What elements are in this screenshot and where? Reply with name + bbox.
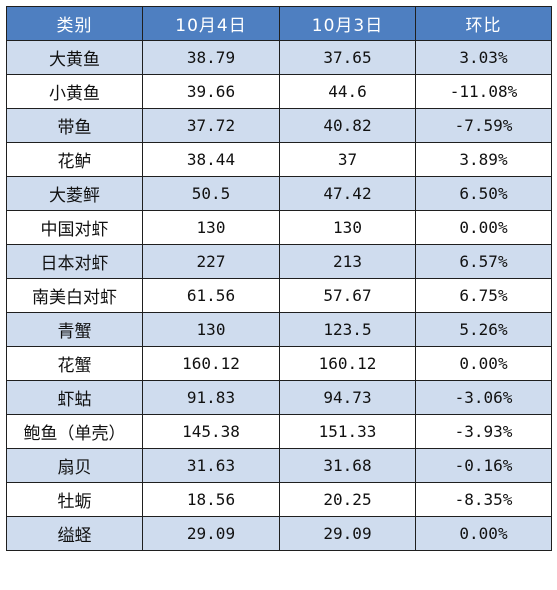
cell-oct-3: 213	[279, 244, 416, 279]
cell-oct-4: 18.56	[142, 482, 280, 517]
cell-change: 0.00%	[415, 346, 552, 381]
cell-change: -8.35%	[415, 482, 552, 517]
table-row: 青蟹 130 123.5 5.26%	[6, 312, 552, 347]
cell-category: 大黄鱼	[6, 40, 143, 75]
table-body: 大黄鱼 38.79 37.65 3.03% 小黄鱼 39.66 44.6 -11…	[6, 40, 552, 551]
cell-category: 中国对虾	[6, 210, 143, 245]
cell-oct-3: 37.65	[279, 40, 416, 75]
table-row: 小黄鱼 39.66 44.6 -11.08%	[6, 74, 552, 109]
table-row: 中国对虾 130 130 0.00%	[6, 210, 552, 245]
cell-category: 虾蛄	[6, 380, 143, 415]
cell-change: -0.16%	[415, 448, 552, 483]
table-row: 大黄鱼 38.79 37.65 3.03%	[6, 40, 552, 75]
cell-change: 3.89%	[415, 142, 552, 177]
cell-oct-3: 40.82	[279, 108, 416, 143]
cell-oct-3: 29.09	[279, 516, 416, 551]
table-row: 扇贝 31.63 31.68 -0.16%	[6, 448, 552, 483]
cell-oct-3: 94.73	[279, 380, 416, 415]
cell-category: 花蟹	[6, 346, 143, 381]
cell-oct-4: 31.63	[142, 448, 280, 483]
header-row: 类别 10月4日 10月3日 环比	[6, 6, 552, 41]
cell-oct-4: 61.56	[142, 278, 280, 313]
cell-oct-4: 160.12	[142, 346, 280, 381]
cell-oct-4: 227	[142, 244, 280, 279]
cell-oct-4: 91.83	[142, 380, 280, 415]
header-category: 类别	[6, 6, 143, 41]
header-oct-4: 10月4日	[142, 6, 280, 41]
cell-oct-3: 31.68	[279, 448, 416, 483]
cell-change: 6.57%	[415, 244, 552, 279]
cell-category: 青蟹	[6, 312, 143, 347]
cell-oct-4: 130	[142, 312, 280, 347]
table-row: 虾蛄 91.83 94.73 -3.06%	[6, 380, 552, 415]
table-row: 花鲈 38.44 37 3.89%	[6, 142, 552, 177]
cell-category: 南美白对虾	[6, 278, 143, 313]
cell-category: 大菱鲆	[6, 176, 143, 211]
cell-oct-4: 39.66	[142, 74, 280, 109]
cell-change: 5.26%	[415, 312, 552, 347]
cell-category: 花鲈	[6, 142, 143, 177]
table-row: 牡蛎 18.56 20.25 -8.35%	[6, 482, 552, 517]
cell-oct-4: 37.72	[142, 108, 280, 143]
price-table: 类别 10月4日 10月3日 环比 大黄鱼 38.79 37.65 3.03% …	[6, 6, 552, 551]
table-header: 类别 10月4日 10月3日 环比	[6, 6, 552, 41]
cell-oct-4: 38.44	[142, 142, 280, 177]
cell-change: 3.03%	[415, 40, 552, 75]
table-row: 日本对虾 227 213 6.57%	[6, 244, 552, 279]
cell-oct-4: 145.38	[142, 414, 280, 449]
cell-oct-4: 38.79	[142, 40, 280, 75]
cell-category: 鲍鱼（单壳）	[6, 414, 143, 449]
table-row: 南美白对虾 61.56 57.67 6.75%	[6, 278, 552, 313]
cell-change: 0.00%	[415, 516, 552, 551]
header-change: 环比	[415, 6, 552, 41]
cell-change: 0.00%	[415, 210, 552, 245]
header-oct-3: 10月3日	[279, 6, 416, 41]
price-table-container: 类别 10月4日 10月3日 环比 大黄鱼 38.79 37.65 3.03% …	[6, 6, 552, 551]
cell-oct-3: 160.12	[279, 346, 416, 381]
table-row: 大菱鲆 50.5 47.42 6.50%	[6, 176, 552, 211]
cell-oct-4: 50.5	[142, 176, 280, 211]
cell-category: 缢蛏	[6, 516, 143, 551]
cell-category: 牡蛎	[6, 482, 143, 517]
table-row: 带鱼 37.72 40.82 -7.59%	[6, 108, 552, 143]
cell-change: 6.75%	[415, 278, 552, 313]
cell-change: 6.50%	[415, 176, 552, 211]
cell-oct-4: 29.09	[142, 516, 280, 551]
cell-oct-3: 123.5	[279, 312, 416, 347]
table-row: 鲍鱼（单壳） 145.38 151.33 -3.93%	[6, 414, 552, 449]
cell-oct-3: 130	[279, 210, 416, 245]
cell-oct-3: 20.25	[279, 482, 416, 517]
cell-category: 日本对虾	[6, 244, 143, 279]
cell-category: 带鱼	[6, 108, 143, 143]
table-row: 花蟹 160.12 160.12 0.00%	[6, 346, 552, 381]
table-row: 缢蛏 29.09 29.09 0.00%	[6, 516, 552, 551]
cell-oct-3: 44.6	[279, 74, 416, 109]
cell-oct-3: 37	[279, 142, 416, 177]
cell-oct-4: 130	[142, 210, 280, 245]
cell-change: -3.06%	[415, 380, 552, 415]
cell-change: -11.08%	[415, 74, 552, 109]
cell-oct-3: 151.33	[279, 414, 416, 449]
cell-change: -3.93%	[415, 414, 552, 449]
cell-oct-3: 47.42	[279, 176, 416, 211]
cell-category: 扇贝	[6, 448, 143, 483]
cell-category: 小黄鱼	[6, 74, 143, 109]
cell-oct-3: 57.67	[279, 278, 416, 313]
cell-change: -7.59%	[415, 108, 552, 143]
